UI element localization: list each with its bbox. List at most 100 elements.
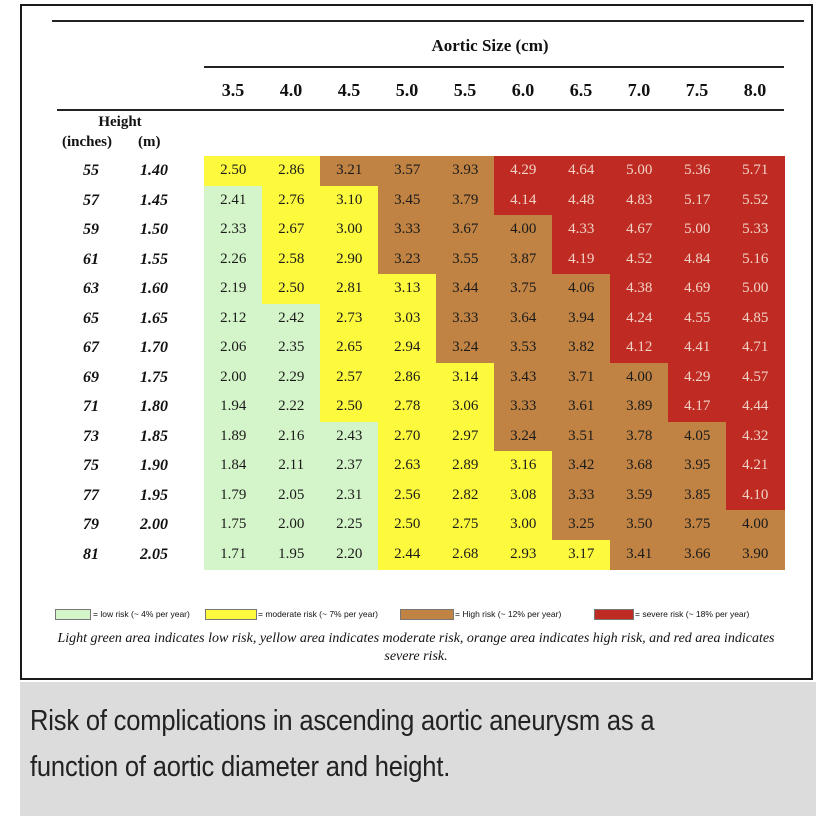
risk-cell: 3.10 <box>320 185 379 216</box>
aortic-size-header: 5.0 <box>395 80 419 100</box>
risk-cell: 3.55 <box>436 244 495 275</box>
risk-cell: 5.71 <box>726 156 785 186</box>
risk-cell: 3.17 <box>552 539 611 570</box>
column-group-rule <box>204 66 784 68</box>
risk-cell: 1.79 <box>204 480 263 511</box>
risk-cell: 4.83 <box>610 185 669 216</box>
row-height-inches: 65 <box>83 309 99 327</box>
risk-cell: 1.95 <box>262 539 321 570</box>
risk-cell: 2.37 <box>320 451 379 481</box>
risk-cell: 3.95 <box>668 451 727 481</box>
risk-cell: 2.82 <box>436 480 495 511</box>
risk-cell: 2.97 <box>436 421 495 452</box>
figure-note: Light green area indicates low risk, yel… <box>57 631 775 664</box>
risk-cell: 3.82 <box>552 333 611 363</box>
risk-cell: 3.53 <box>494 333 553 363</box>
risk-cell: 2.90 <box>320 244 379 275</box>
risk-cell: 4.69 <box>668 274 727 304</box>
row-height-meters: 1.45 <box>140 191 168 209</box>
risk-cell: 5.00 <box>610 156 669 186</box>
risk-cell: 3.21 <box>320 156 379 186</box>
risk-cell: 3.50 <box>610 510 669 540</box>
risk-cell: 2.12 <box>204 303 263 334</box>
row-height-meters: 1.70 <box>140 339 168 356</box>
legend-label-high: = High risk (~ 12% per year) <box>455 609 562 619</box>
risk-cell: 2.50 <box>320 392 379 422</box>
risk-cell: 4.67 <box>610 215 669 245</box>
row-height-inches: 57 <box>83 191 99 209</box>
risk-cell: 3.66 <box>668 539 727 570</box>
risk-cell: 3.79 <box>436 185 495 216</box>
risk-cell: 2.11 <box>262 451 321 481</box>
aortic-size-header: 4.5 <box>337 80 361 100</box>
risk-cell: 2.76 <box>262 185 321 216</box>
aortic-size-title: Aortic Size (cm) <box>431 36 549 55</box>
risk-cell: 2.00 <box>204 362 263 393</box>
risk-cell: 3.61 <box>552 392 611 422</box>
risk-cell: 4.21 <box>726 451 785 481</box>
risk-cell: 4.32 <box>726 421 785 452</box>
risk-cell: 2.58 <box>262 244 321 275</box>
risk-cell: 3.14 <box>436 362 495 393</box>
row-height-meters: 1.95 <box>140 486 168 504</box>
risk-cell: 4.17 <box>668 392 727 422</box>
risk-cell: 3.13 <box>378 274 437 304</box>
risk-cell: 2.86 <box>262 156 321 186</box>
risk-cell: 3.33 <box>436 303 495 334</box>
risk-cell: 4.06 <box>552 274 611 304</box>
risk-cell: 3.16 <box>494 451 553 481</box>
risk-cell: 3.57 <box>378 156 437 186</box>
risk-cell: 3.08 <box>494 480 553 511</box>
legend-swatch-low <box>55 609 91 620</box>
risk-cell: 3.51 <box>552 421 611 452</box>
risk-cell: 1.84 <box>204 451 263 481</box>
risk-cell: 1.71 <box>204 539 263 570</box>
legend-swatch-high <box>400 609 454 620</box>
risk-cell: 2.50 <box>262 274 321 304</box>
row-height-inches: 59 <box>83 221 99 238</box>
risk-cell: 4.10 <box>726 480 785 511</box>
row-height-meters: 1.75 <box>140 368 168 386</box>
risk-cell: 2.06 <box>204 333 263 363</box>
risk-cell: 3.25 <box>552 510 611 540</box>
legend-label-severe: = severe risk (~ 18% per year) <box>635 609 750 619</box>
row-height-inches: 61 <box>83 250 99 268</box>
row-height-meters: 1.65 <box>140 309 168 327</box>
risk-cell: 2.44 <box>378 539 437 570</box>
risk-cell: 5.17 <box>668 185 727 216</box>
height-label: Height <box>98 114 142 130</box>
risk-cell: 3.43 <box>494 362 553 393</box>
risk-cell: 4.00 <box>726 510 785 540</box>
risk-cell: 2.89 <box>436 451 495 481</box>
risk-cell: 2.63 <box>378 451 437 481</box>
risk-cell: 2.43 <box>320 421 379 452</box>
row-height-meters: 2.00 <box>140 516 168 533</box>
risk-cell: 2.31 <box>320 480 379 511</box>
risk-cell: 2.57 <box>320 362 379 393</box>
caption: Risk of complications in ascending aorti… <box>30 705 655 783</box>
risk-cell: 3.64 <box>494 303 553 334</box>
risk-cell: 2.56 <box>378 480 437 511</box>
row-height-meters: 2.05 <box>140 545 168 563</box>
row-height-meters: 1.85 <box>140 427 168 445</box>
risk-cell: 3.87 <box>494 244 553 275</box>
aortic-size-header: 4.0 <box>279 80 303 100</box>
legend-label-low: = low risk (~ 4% per year) <box>93 609 190 619</box>
row-height-inches: 81 <box>83 545 99 563</box>
risk-cell: 4.71 <box>726 333 785 363</box>
risk-cell: 2.50 <box>378 510 437 540</box>
risk-cell: 2.78 <box>378 392 437 422</box>
risk-cell: 2.70 <box>378 421 437 452</box>
risk-cell: 1.75 <box>204 510 263 540</box>
risk-cell: 5.36 <box>668 156 727 186</box>
risk-cell: 2.42 <box>262 303 321 334</box>
risk-cell: 2.00 <box>262 510 321 540</box>
risk-cell: 4.33 <box>552 215 611 245</box>
risk-cell: 2.86 <box>378 362 437 393</box>
inches-unit-label: (inches) <box>62 134 112 150</box>
risk-cell: 3.85 <box>668 480 727 511</box>
risk-cell: 3.24 <box>494 421 553 452</box>
risk-cell: 4.44 <box>726 392 785 422</box>
risk-cell: 4.29 <box>668 362 727 393</box>
row-height-inches: 63 <box>83 280 99 297</box>
